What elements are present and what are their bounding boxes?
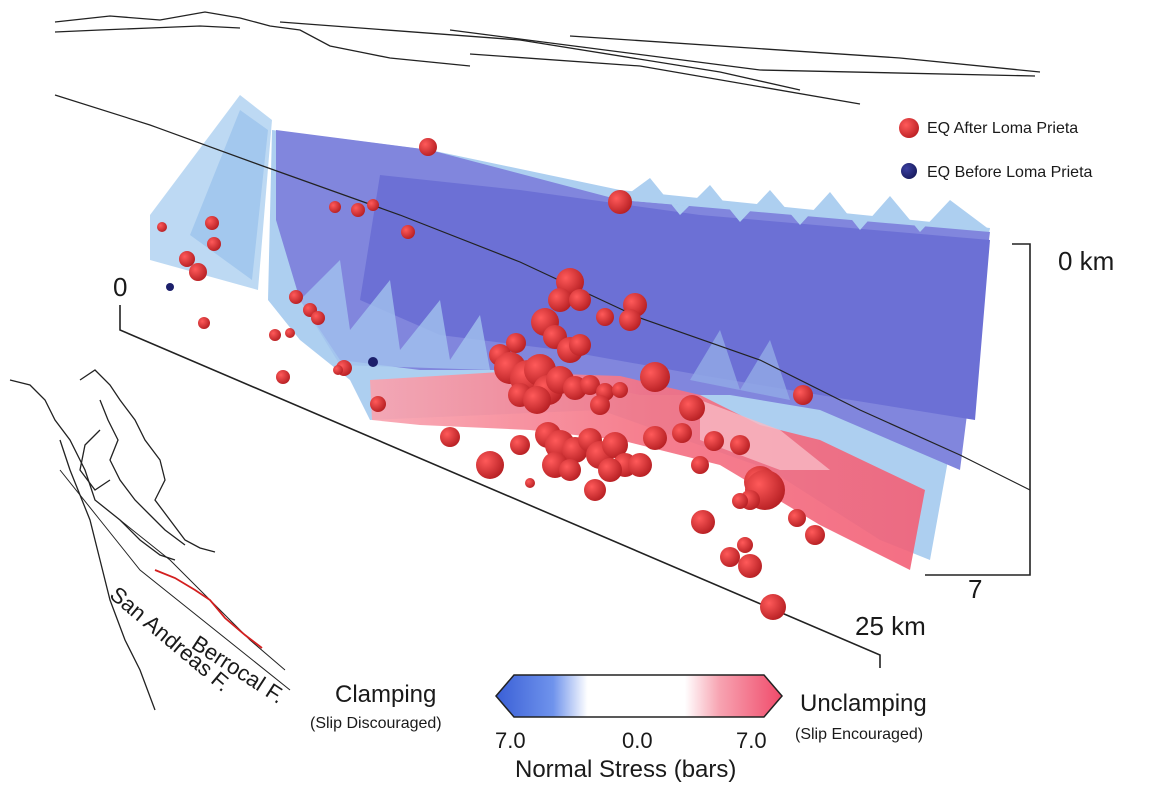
eq-after-dot [569,289,591,311]
coastline-top [54,11,1041,105]
length-start-label: 0 [113,272,128,302]
eq-after-dot [788,509,806,527]
eq-after-dot [679,395,705,421]
eq-after-dot [285,328,295,338]
eq-after-dot [367,199,379,211]
unclamping-sub-label: (Slip Encouraged) [795,726,924,743]
eq-after-dot [672,423,692,443]
eq-after-dot [760,594,786,620]
eq-after-dot [333,365,343,375]
eq-after-dot [523,386,551,414]
eq-after-dot [640,362,670,392]
eq-after-dot [704,431,724,451]
depth-bottom-label: 7 [968,574,983,604]
eq-after-dot [612,382,628,398]
depth-top-label: 0 km [1058,246,1115,276]
clamping-label: Clamping [335,681,437,708]
eq-after-dot [732,493,748,509]
eq-after-dot [207,237,221,251]
colorbar-tick-left: 7.0 [495,728,526,753]
legend-before-marker [901,163,917,179]
bay-area-map [9,369,216,711]
eq-after-dot [598,458,622,482]
eq-after-dot [198,317,210,329]
eq-after-dot [569,334,591,356]
eq-after-dot [205,216,219,230]
colorbar-tick-mid: 0.0 [622,728,653,753]
eq-after-dot [419,138,437,156]
eq-before-dot [166,283,174,291]
eq-after-dot [506,333,526,353]
eq-after-dot [590,395,610,415]
legend-before-label: EQ Before Loma Prieta [927,164,1093,181]
length-end-label: 25 km [855,611,926,641]
eq-after-dot [189,263,207,281]
eq-after-dot [548,288,572,312]
clamping-sub-label: (Slip Discouraged) [310,715,442,732]
length-bracket [119,305,881,668]
eq-after-dot [738,554,762,578]
eq-after-dot [510,435,530,455]
eq-after-dot [805,525,825,545]
eq-after-dot [311,311,325,325]
eq-after-dot [179,251,195,267]
eq-after-dot [525,478,535,488]
eq-after-dot [580,375,600,395]
legend-after-marker [899,118,919,138]
eq-after-dot [596,308,614,326]
eq-after-dot [691,510,715,534]
eq-after-dot [730,435,750,455]
eq-after-dot [289,290,303,304]
eq-after-dot [440,427,460,447]
depth-bracket [925,243,1031,576]
legend-after-label: EQ After Loma Prieta [927,120,1079,137]
eq-after-dot [720,547,740,567]
eq-after-dot [559,459,581,481]
eq-after-dot [329,201,341,213]
eq-after-dot [269,329,281,341]
eq-after-dot [584,479,606,501]
eq-after-dot [643,426,667,450]
eq-before-dot [368,357,378,367]
colorbar-tick-right: 7.0 [736,728,767,753]
unclamping-label: Unclamping [800,690,927,717]
colorbar [495,674,783,718]
eq-after-dot [476,451,504,479]
eq-after-dot [276,370,290,384]
eq-after-dot [608,190,632,214]
eq-after-dot [691,456,709,474]
eq-after-dot [370,396,386,412]
eq-after-dot [351,203,365,217]
eq-after-dot [619,309,641,331]
eq-after-dot [737,537,753,553]
colorbar-title: Normal Stress (bars) [515,756,737,783]
berrocal-fault-trace [154,569,263,649]
eq-after-dot [401,225,415,239]
eq-after-dot [157,222,167,232]
eq-after-dot [793,385,813,405]
eq-after-dot [628,453,652,477]
